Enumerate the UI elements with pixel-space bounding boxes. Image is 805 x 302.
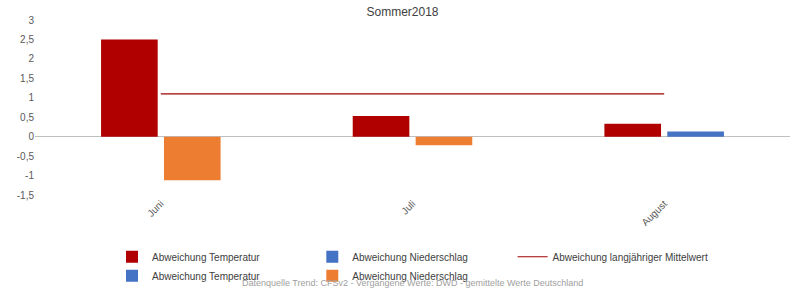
svg-text:Sommer2018: Sommer2018	[366, 5, 438, 19]
svg-text:Abweichung Temperatur: Abweichung Temperatur	[152, 252, 260, 263]
svg-text:0,5: 0,5	[20, 112, 34, 123]
svg-text:-1: -1	[25, 170, 34, 181]
svg-text:Abweichung Temperatur: Abweichung Temperatur	[152, 271, 260, 282]
svg-text:1,5: 1,5	[20, 73, 34, 84]
svg-text:Abweichung Niederschlag: Abweichung Niederschlag	[352, 271, 468, 282]
svg-text:1: 1	[28, 92, 34, 103]
svg-text:2: 2	[28, 53, 34, 64]
svg-text:Juni: Juni	[145, 198, 166, 219]
svg-text:Abweichung langjähriger Mittel: Abweichung langjähriger Mittelwert	[553, 252, 708, 263]
svg-text:-1,5: -1,5	[17, 190, 35, 201]
svg-text:Juli: Juli	[399, 198, 417, 216]
svg-text:Abweichung Niederschlag: Abweichung Niederschlag	[352, 252, 468, 263]
svg-text:August: August	[639, 198, 669, 228]
svg-text:2,5: 2,5	[20, 34, 34, 45]
svg-text:Datenquelle Trend: CFSv2 - Ver: Datenquelle Trend: CFSv2 - Vergangene We…	[242, 278, 583, 288]
svg-text:-0,5: -0,5	[17, 151, 35, 162]
svg-text:3: 3	[28, 15, 34, 26]
svg-text:0: 0	[28, 131, 34, 142]
